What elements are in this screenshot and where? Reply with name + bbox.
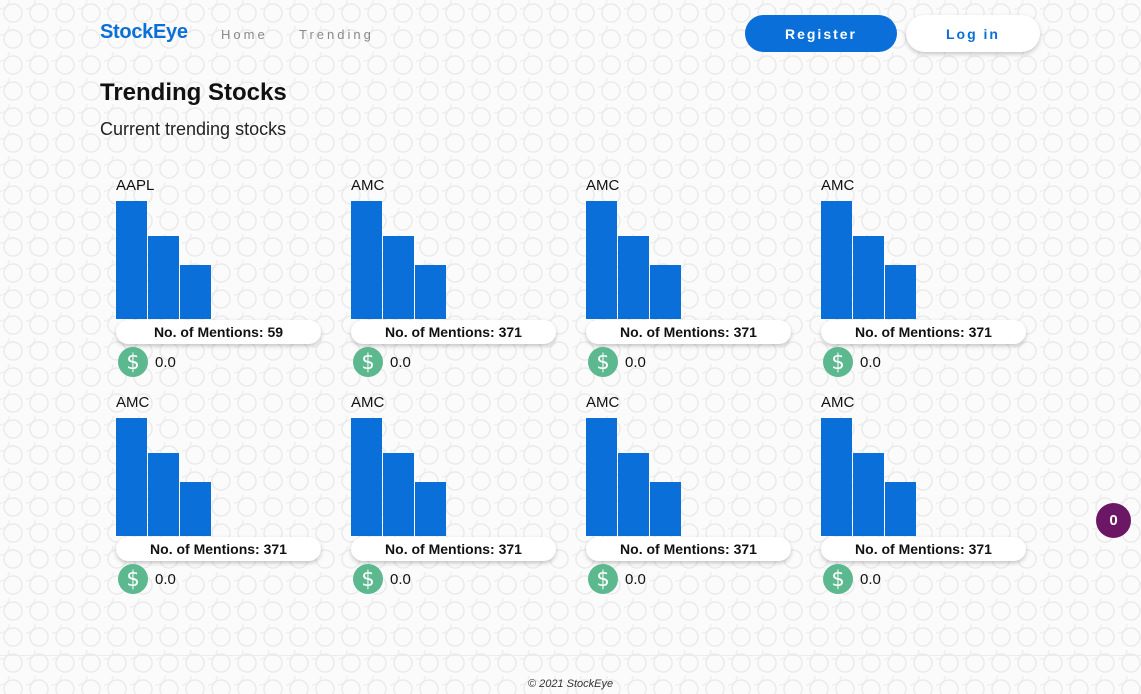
chart-bar: [116, 418, 147, 536]
stock-card[interactable]: AMC No. of Mentions: 371 $0.0: [821, 175, 1026, 378]
footer-copyright: © 2021 StockEye: [527, 678, 614, 690]
nav-trending[interactable]: Trending: [299, 27, 374, 42]
chart-bar: [116, 201, 147, 319]
dollar-icon: $: [823, 564, 853, 594]
chart-bar: [415, 265, 446, 319]
stock-card[interactable]: AMC No. of Mentions: 371 $0.0: [116, 392, 321, 595]
stock-card[interactable]: AMC No. of Mentions: 371 $0.0: [351, 175, 556, 378]
chart-bar: [853, 453, 884, 536]
stock-card[interactable]: AMC No. of Mentions: 371 $0.0: [351, 392, 556, 595]
chart-bar: [383, 236, 414, 319]
chart-bar: [383, 453, 414, 536]
stock-ticker: AMC: [351, 394, 385, 411]
dollar-icon: $: [588, 347, 618, 377]
mentions-bar-chart: [116, 201, 212, 319]
stock-card[interactable]: AAPL No. of Mentions: 59 $0.0: [116, 175, 321, 378]
mentions-count-pill: No. of Mentions: 371: [821, 320, 1026, 344]
chart-bar: [351, 201, 382, 319]
mentions-bar-chart: [586, 418, 682, 536]
nav-home[interactable]: Home: [221, 27, 268, 42]
price-row: $0.0: [823, 563, 881, 595]
mentions-count-pill: No. of Mentions: 59: [116, 320, 321, 344]
chart-bar: [415, 482, 446, 536]
stock-price: 0.0: [625, 353, 646, 371]
chart-bar: [821, 201, 852, 319]
mentions-bar-chart: [351, 418, 447, 536]
stock-price: 0.0: [860, 570, 881, 588]
price-row: $0.0: [118, 346, 176, 378]
dollar-icon: $: [588, 564, 618, 594]
price-row: $0.0: [353, 563, 411, 595]
stock-price: 0.0: [860, 353, 881, 371]
login-button[interactable]: Log in: [906, 15, 1040, 52]
chart-bar: [618, 236, 649, 319]
dollar-icon: $: [118, 564, 148, 594]
mentions-bar-chart: [821, 201, 917, 319]
stock-price: 0.0: [625, 570, 646, 588]
stock-price: 0.0: [390, 570, 411, 588]
stock-ticker: AMC: [351, 177, 385, 194]
chart-bar: [586, 418, 617, 536]
stock-ticker: AAPL: [116, 177, 155, 194]
chart-bar: [885, 265, 916, 319]
stock-grid: AAPL No. of Mentions: 59 $0.0 AMC No. of Men…: [116, 175, 1026, 595]
chart-bar: [618, 453, 649, 536]
stock-price: 0.0: [155, 570, 176, 588]
stock-card[interactable]: AMC No. of Mentions: 371 $0.0: [821, 392, 1026, 595]
price-row: $0.0: [353, 346, 411, 378]
mentions-bar-chart: [351, 201, 447, 319]
mentions-bar-chart: [116, 418, 212, 536]
chart-bar: [351, 418, 382, 536]
chart-bar: [148, 453, 179, 536]
page-subtitle: Current trending stocks: [100, 119, 287, 139]
mentions-count-pill: No. of Mentions: 371: [586, 537, 791, 561]
stock-ticker: AMC: [821, 177, 855, 194]
mentions-bar-chart: [586, 201, 682, 319]
chart-bar: [180, 482, 211, 536]
mentions-bar-chart: [821, 418, 917, 536]
footer-divider: [0, 655, 1141, 656]
stock-ticker: AMC: [586, 177, 620, 194]
dollar-icon: $: [823, 347, 853, 377]
mentions-count-pill: No. of Mentions: 371: [586, 320, 791, 344]
mentions-count-pill: No. of Mentions: 371: [116, 537, 321, 561]
price-row: $0.0: [588, 346, 646, 378]
stock-ticker: AMC: [116, 394, 150, 411]
mentions-count-pill: No. of Mentions: 371: [821, 537, 1026, 561]
stock-ticker: AMC: [586, 394, 620, 411]
mentions-count-pill: No. of Mentions: 371: [351, 537, 556, 561]
notification-counter[interactable]: 0: [1096, 503, 1131, 538]
register-button[interactable]: Register: [745, 15, 897, 52]
page-title: Trending Stocks: [100, 79, 287, 106]
stock-ticker: AMC: [821, 394, 855, 411]
dollar-icon: $: [353, 347, 383, 377]
chart-bar: [885, 482, 916, 536]
chart-bar: [650, 482, 681, 536]
chart-bar: [586, 201, 617, 319]
chart-bar: [180, 265, 211, 319]
mentions-count-pill: No. of Mentions: 371: [351, 320, 556, 344]
chart-bar: [650, 265, 681, 319]
stock-price: 0.0: [155, 353, 176, 371]
chart-bar: [148, 236, 179, 319]
price-row: $0.0: [588, 563, 646, 595]
dollar-icon: $: [353, 564, 383, 594]
price-row: $0.0: [118, 563, 176, 595]
dollar-icon: $: [118, 347, 148, 377]
brand-logo[interactable]: StockEye: [100, 21, 188, 43]
chart-bar: [821, 418, 852, 536]
stock-price: 0.0: [390, 353, 411, 371]
price-row: $0.0: [823, 346, 881, 378]
stock-card[interactable]: AMC No. of Mentions: 371 $0.0: [586, 392, 791, 595]
stock-card[interactable]: AMC No. of Mentions: 371 $0.0: [586, 175, 791, 378]
chart-bar: [853, 236, 884, 319]
